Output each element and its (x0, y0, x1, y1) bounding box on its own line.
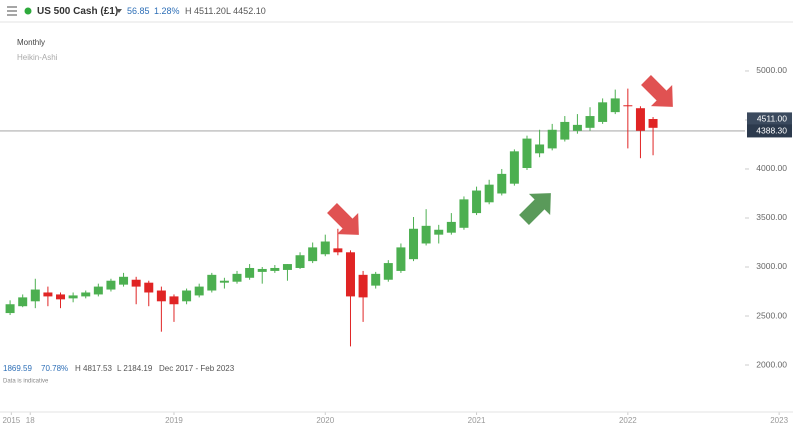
candle-body (522, 138, 532, 169)
candle-body (547, 129, 557, 149)
candle-body (169, 296, 179, 305)
candle-body (358, 274, 368, 298)
candle-body (497, 173, 507, 194)
candle-body (194, 286, 204, 296)
candle-body (509, 151, 519, 184)
candle-body (81, 292, 91, 297)
status-dot (24, 7, 32, 15)
candle-body (131, 279, 141, 287)
y-tick-label: 2000.00 (756, 359, 787, 369)
candle-body (610, 98, 620, 113)
candle-body (282, 264, 292, 270)
plot: 2000.002500.003000.003500.004000.004500.… (0, 65, 792, 425)
price-label-box (747, 124, 792, 138)
candle-body (30, 289, 40, 302)
style: Heikin-Ashi (17, 53, 58, 62)
candle-body (396, 247, 406, 271)
x-tick-label: 18 (26, 416, 35, 425)
candle-body (144, 282, 154, 293)
candle-body (484, 184, 494, 203)
range-pct: 70.78% (41, 364, 68, 373)
candle-body (119, 276, 129, 285)
candle-body (18, 297, 28, 307)
high: H 4511.20 (185, 6, 226, 16)
y-tick-label: 3000.00 (756, 261, 787, 271)
candle-body (56, 294, 66, 300)
dropdown-caret[interactable] (116, 9, 122, 13)
candle-body (371, 273, 381, 286)
candle-body (320, 241, 330, 255)
y-tick-label: 2500.00 (756, 310, 787, 320)
candle-body (232, 273, 242, 282)
candle-body (472, 190, 482, 214)
candle-body (106, 280, 116, 290)
price-label-box (747, 112, 792, 126)
x-tick-label: 2022 (619, 416, 637, 425)
candle-body (409, 228, 419, 260)
candle-body (446, 221, 456, 233)
candle-body (308, 247, 318, 262)
range-change: 1869.59 (3, 364, 32, 373)
period: Dec 2017 - Feb 2023 (159, 364, 235, 373)
candle-body (333, 248, 343, 253)
candle-body (207, 274, 217, 291)
candle-body (93, 286, 103, 295)
price-label: 4388.30 (756, 126, 787, 136)
x-tick-label: 2015 (2, 416, 20, 425)
candle-body (245, 267, 255, 278)
candle-body (156, 290, 166, 302)
candle-body (560, 121, 570, 140)
candle-body (535, 144, 545, 154)
candle-body (257, 268, 267, 272)
x-tick-label: 2023 (770, 416, 788, 425)
instrument[interactable]: US 500 Cash (£1) (37, 6, 118, 17)
y-tick-label: 3500.00 (756, 212, 787, 222)
candle-body (648, 118, 658, 128)
candle-body (598, 102, 608, 122)
arrow-up (519, 193, 551, 225)
menu-icon[interactable] (7, 6, 17, 16)
candle-body (459, 199, 469, 228)
low: L 4452.10 (226, 6, 266, 16)
candle-body (421, 225, 431, 244)
x-tick-label: 2020 (316, 416, 334, 425)
candle-body (572, 124, 582, 131)
candle-body (585, 116, 595, 128)
price-label: 4511.00 (757, 114, 787, 124)
arrow-down (327, 203, 359, 235)
candle-body (383, 263, 393, 280)
candle-body (68, 295, 78, 299)
x-tick-label: 2019 (165, 416, 183, 425)
candle-body (43, 292, 53, 297)
candle-body (635, 108, 645, 131)
candle-body (434, 229, 444, 235)
range-low: L 2184.19 (117, 364, 153, 373)
candle-body (219, 280, 229, 283)
y-tick-label: 5000.00 (756, 65, 787, 75)
y-tick-label: 4000.00 (756, 163, 787, 173)
change-pct: 1.28% (154, 6, 180, 16)
candle-body (5, 304, 15, 314)
candle-body (345, 252, 355, 297)
candle-body (182, 290, 192, 302)
candle-body (295, 255, 305, 268)
range-high: H 4817.53 (75, 364, 112, 373)
arrow-down (641, 75, 673, 107)
candle-body (270, 267, 280, 271)
change: 56.85 (127, 6, 150, 16)
interval: Monthly (17, 38, 45, 47)
candle-body (623, 105, 633, 107)
x-tick-label: 2021 (468, 416, 486, 425)
note: Data is indicative (3, 379, 49, 385)
